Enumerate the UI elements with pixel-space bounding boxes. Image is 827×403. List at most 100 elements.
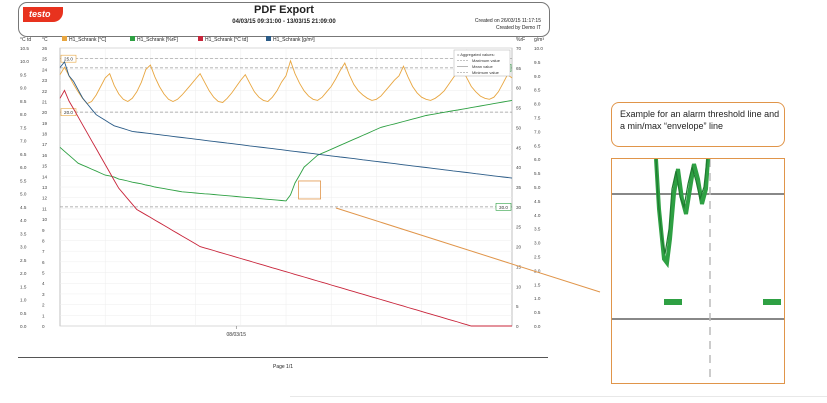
zoom-detail bbox=[611, 158, 785, 384]
tick-label-c: 14 bbox=[42, 174, 48, 179]
tick-label-c-td: 10.5 bbox=[20, 46, 29, 51]
zoom-mean-line bbox=[655, 159, 708, 255]
tick-label-c: 0 bbox=[42, 324, 45, 329]
tick-label-gm3: 6.0 bbox=[534, 157, 541, 162]
tick-label-gm3: 9.5 bbox=[534, 60, 541, 65]
tick-label-c-td: 3.0 bbox=[20, 245, 27, 250]
tick-label-rf: 60 bbox=[516, 86, 522, 91]
tick-label-rf: 45 bbox=[516, 145, 522, 150]
tick-label-c: 13 bbox=[42, 185, 48, 190]
tick-label-gm3: 3.5 bbox=[534, 227, 541, 232]
tick-label-c: 10 bbox=[42, 217, 48, 222]
series-line bbox=[59, 99, 513, 202]
chart-frame: °C td °C %rF g/m³ 10.5 10.0 9.5 9.0 8.5 8.0 7.5 7.0… bbox=[18, 30, 548, 347]
tick-label-rf: 20 bbox=[516, 245, 522, 250]
legend-label: H1_Schrank [g/m³] bbox=[273, 37, 315, 43]
bottom-rule bbox=[290, 396, 827, 397]
tick-label-c: 24 bbox=[42, 67, 48, 72]
tick-label-rf: 65 bbox=[516, 66, 522, 71]
tick-label-c-td: 10.0 bbox=[20, 59, 29, 64]
legend-label: H1_Schrank [%rF] bbox=[137, 37, 178, 43]
tick-label-c: 5 bbox=[42, 271, 45, 276]
axis-unit-gm3: g/m³ bbox=[534, 37, 544, 43]
zoom-detail-svg bbox=[612, 159, 784, 383]
testo-logo: testo bbox=[23, 7, 63, 22]
report-title: PDF Export bbox=[254, 4, 314, 16]
tick-label-c-td: 7.0 bbox=[20, 139, 27, 144]
tick-label-gm3: 0.0 bbox=[534, 324, 541, 329]
tick-label-rf: 15 bbox=[516, 264, 522, 269]
tick-label-rf: 40 bbox=[516, 165, 522, 170]
threshold-label: 20.0 bbox=[64, 110, 73, 115]
threshold-label: 25.0 bbox=[64, 57, 73, 62]
tick-label-c-td: 8.5 bbox=[20, 99, 27, 104]
tick-label-c-td: 7.5 bbox=[20, 125, 27, 130]
tick-label-gm3: 4.0 bbox=[534, 213, 541, 218]
tick-label-c: 6 bbox=[42, 260, 45, 265]
tick-label-c-td: 0.0 bbox=[20, 324, 27, 329]
tick-label-gm3: 10.0 bbox=[534, 46, 543, 51]
tick-label-c-td: 8.0 bbox=[20, 112, 27, 117]
tick-label-c: 18 bbox=[42, 132, 48, 137]
tick-label-gm3: 1.5 bbox=[534, 282, 541, 287]
tick-label-c-td: 9.0 bbox=[20, 86, 27, 91]
tick-label-c: 22 bbox=[42, 89, 48, 94]
aggregate-legend-label: = Aggregated values: bbox=[457, 52, 495, 57]
axis-unit-c-td: °C td bbox=[20, 37, 31, 43]
tick-label-c-td: 9.5 bbox=[20, 72, 27, 77]
tick-label-rf: 70 bbox=[516, 46, 522, 51]
created-by: Created by Demo IT bbox=[495, 25, 541, 31]
chart: °C td °C %rF g/m³10.510.09.59.08.58.07.57.0… bbox=[20, 36, 544, 338]
tick-label-c: 25 bbox=[42, 57, 48, 62]
legend-label: H1_Schrank [°C td] bbox=[205, 37, 248, 43]
tick-label-c-td: 2.5 bbox=[20, 258, 27, 263]
tick-label-rf: 10 bbox=[516, 284, 522, 289]
tick-label-c: 21 bbox=[42, 99, 48, 104]
x-tick-label: 08/03/15 bbox=[227, 332, 247, 338]
tick-label-c: 26 bbox=[42, 46, 48, 51]
tick-label-rf: 25 bbox=[516, 225, 522, 230]
tick-label-gm3: 8.5 bbox=[534, 88, 541, 93]
tick-label-c-td: 1.5 bbox=[20, 284, 27, 289]
tick-label-c: 3 bbox=[42, 292, 45, 297]
tick-label-gm3: 5.0 bbox=[534, 185, 541, 190]
tick-label-c: 11 bbox=[42, 206, 47, 211]
aggregate-legend-label: Maximum value bbox=[472, 58, 501, 63]
series-line bbox=[59, 60, 513, 179]
tick-label-rf: 5 bbox=[516, 304, 519, 309]
threshold-label-box bbox=[60, 54, 77, 63]
threshold-label-box bbox=[495, 203, 512, 211]
tick-label-c-td: 3.5 bbox=[20, 231, 27, 236]
tick-label-rf: 0 bbox=[516, 324, 519, 329]
threshold-label-box bbox=[60, 108, 77, 116]
zoom-marker-right bbox=[763, 299, 781, 305]
tick-label-c-td: 2.0 bbox=[20, 271, 27, 276]
axis-unit-c: °C bbox=[42, 37, 48, 43]
aggregate-legend-label: Minimum value bbox=[472, 70, 500, 75]
tick-label-c: 23 bbox=[42, 78, 48, 83]
zoom-highlight-box bbox=[298, 180, 322, 200]
footer-divider bbox=[18, 357, 548, 358]
tick-label-gm3: 9.0 bbox=[534, 74, 541, 79]
tick-label-rf: 50 bbox=[516, 125, 522, 130]
tick-label-gm3: 7.5 bbox=[534, 116, 541, 121]
tick-label-c: 19 bbox=[42, 121, 48, 126]
legend-swatch bbox=[266, 36, 271, 41]
threshold-label: 30.0 bbox=[499, 205, 508, 210]
tick-label-gm3: 7.0 bbox=[534, 129, 541, 134]
tick-label-c: 8 bbox=[42, 238, 45, 243]
tick-label-c-td: 6.5 bbox=[20, 152, 27, 157]
created-on: Created on 26/03/15 11:17:15 bbox=[474, 18, 541, 24]
tick-label-c: 17 bbox=[42, 142, 48, 147]
tick-label-c: 4 bbox=[42, 281, 45, 286]
tick-label-rf: 55 bbox=[516, 106, 522, 111]
tick-label-c: 9 bbox=[42, 228, 45, 233]
aggregate-legend-label: Mean value bbox=[472, 64, 493, 69]
tick-label-gm3: 3.0 bbox=[534, 241, 541, 246]
legend-swatch bbox=[130, 36, 135, 41]
callout-text: Example for an alarm threshold line and … bbox=[620, 109, 780, 131]
tick-label-gm3: 5.5 bbox=[534, 171, 541, 176]
tick-label-rf: 30 bbox=[516, 205, 522, 210]
tick-label-c: 15 bbox=[42, 164, 48, 169]
